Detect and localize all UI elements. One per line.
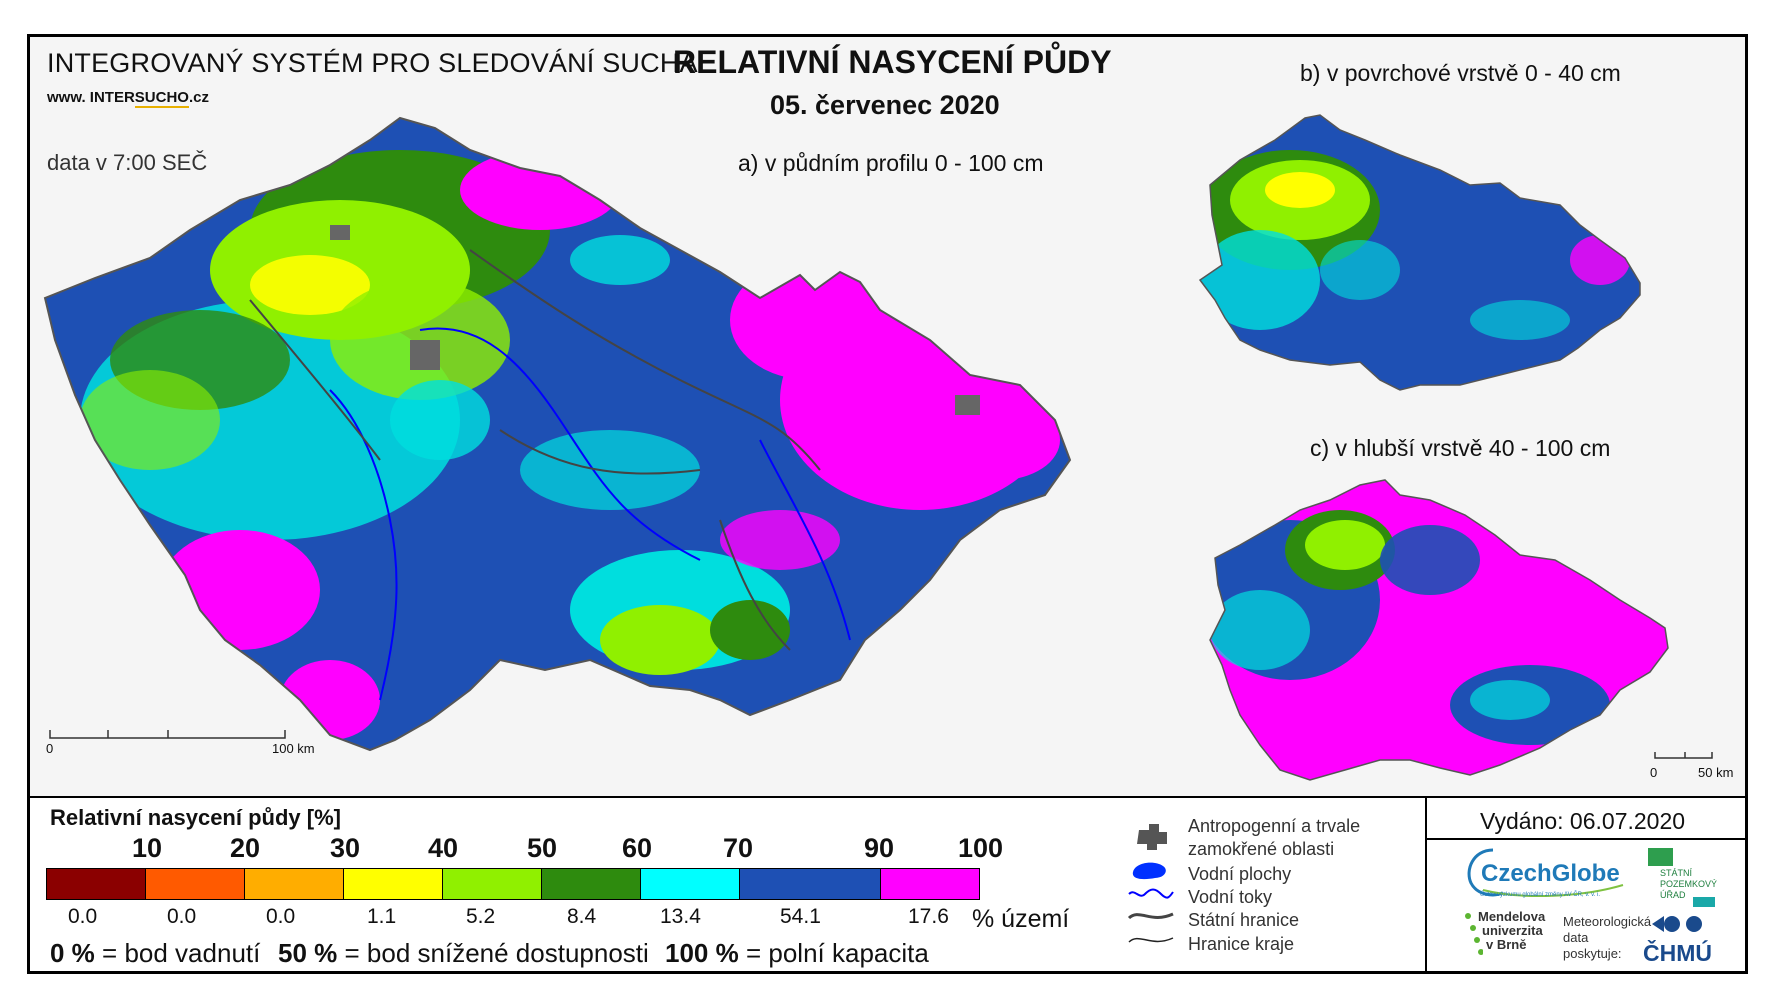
water-body-icon [1132, 862, 1166, 880]
czechglobe-text: CzechGlobe [1481, 860, 1620, 887]
legend-percent: 1.1 [367, 905, 397, 928]
legend-threshold: 30 [330, 833, 361, 863]
note-text: = polní kapacita [745, 938, 929, 968]
url-prefix: www. INTER [47, 89, 135, 106]
met-line: Meteorologická [1563, 914, 1652, 929]
met-line: data [1563, 930, 1589, 945]
legend-percent: 17.6 [908, 905, 949, 928]
system-title: INTEGROVANÝ SYSTÉM PRO SLEDOVÁNÍ SUCHA [47, 48, 698, 78]
legend-percent: 8.4 [567, 905, 597, 928]
panel-c-label: c) v hlubší vrstvě 40 - 100 cm [1310, 435, 1611, 461]
legend-percent: 5.2 [466, 905, 496, 928]
czechglobe-logo [1467, 848, 1624, 898]
chmu-logo-text: ČHMÚ [1643, 940, 1712, 966]
region-border-icon [1128, 937, 1174, 943]
state-border-label: Státní hranice [1188, 910, 1300, 930]
legend-divider-vertical [1425, 796, 1427, 974]
mendel-line: univerzita [1482, 923, 1543, 938]
legend-color-box [46, 868, 146, 900]
spu-logo-mark [1648, 848, 1673, 866]
legend-color-box [442, 868, 542, 900]
scalebar-main-start: 0 [46, 741, 54, 756]
spu-line: STÁTNÍ [1660, 868, 1693, 878]
legend-threshold: 10 [132, 833, 163, 863]
mendel-line: Mendelova [1478, 909, 1546, 924]
note-value: 100 % [665, 938, 739, 968]
met-data-text: Meteorologická data poskytuje: [1563, 914, 1651, 962]
legend-threshold: 90 [864, 833, 895, 863]
mendel-logo-text: Mendelova univerzita v Brně [1478, 910, 1545, 952]
scalebar-small [1654, 752, 1713, 759]
legend-note-wilting: 0 % = bod vadnutí [50, 938, 260, 969]
legend-color-box [880, 868, 980, 900]
spu-line: POZEMKOVÝ [1660, 879, 1718, 889]
spu-line: ÚŘAD [1660, 890, 1686, 900]
water-body-label: Vodní plochy [1188, 864, 1292, 884]
legend-unit: % území [972, 905, 1070, 933]
mendel-dots-icon [1465, 913, 1483, 955]
legend-threshold: 100 [958, 833, 1004, 863]
chmu-accent-mark [1693, 897, 1715, 907]
legend-threshold: 40 [428, 833, 459, 863]
map-panel-a [45, 118, 1070, 750]
legend-note-capacity: 100 % = polní kapacita [665, 938, 929, 969]
scalebar-small-end: 50 km [1698, 765, 1734, 780]
legend-threshold: 20 [230, 833, 261, 863]
panel-a-label: a) v půdním profilu 0 - 100 cm [738, 150, 1044, 176]
scalebar-main-end: 100 km [272, 741, 315, 756]
legend-color-box [739, 868, 881, 900]
chmu-logo-icon [1652, 916, 1702, 932]
state-border-icon [1127, 912, 1174, 920]
mendel-line: v Brně [1486, 937, 1527, 952]
scalebar-main [49, 730, 286, 739]
legend-percent: 13.4 [660, 905, 701, 928]
scalebar-small-start: 0 [1650, 765, 1658, 780]
state-border-a [43, 116, 1072, 752]
note-text: = bod vadnutí [102, 938, 261, 968]
legend-percent: 0.0 [266, 905, 296, 928]
legend-threshold: 50 [527, 833, 558, 863]
map-title: RELATIVNÍ NASYCENÍ PŮDY [673, 44, 1112, 80]
spu-logo-text: STÁTNÍ POZEMKOVÝ ÚŘAD [1660, 868, 1717, 901]
met-line: poskytuje: [1563, 946, 1622, 961]
url-suffix: .cz [188, 89, 209, 106]
legend-color-box [541, 868, 641, 900]
note-text: = bod snížené dostupnosti [344, 938, 649, 968]
legend-percent: 0.0 [68, 905, 98, 928]
legend-color-box [640, 868, 740, 900]
map-panel-c [1210, 480, 1668, 780]
legend-threshold: 70 [723, 833, 754, 863]
river-label: Vodní toky [1188, 887, 1273, 907]
legend-color-box [244, 868, 344, 900]
legend-note-reduced: 50 % = bod snížené dostupnosti [278, 938, 649, 969]
legend-percent: 0.0 [167, 905, 197, 928]
anthropogenic-label-1: Antropogenní a trvale [1188, 816, 1361, 836]
legend-percent: 54.1 [780, 905, 821, 928]
panel-b-label: b) v povrchové vrstvě 0 - 40 cm [1300, 60, 1621, 86]
state-border-b [1198, 114, 1641, 391]
symbol-legend-icons [1127, 824, 1174, 943]
legend-color-box [343, 868, 443, 900]
map-panel-b [1200, 115, 1640, 390]
region-border-label: Hranice kraje [1188, 934, 1295, 954]
legend-divider-horizontal [1425, 838, 1748, 840]
map-date: 05. červenec 2020 [770, 90, 1000, 120]
legend-threshold: 60 [622, 833, 653, 863]
river-icon [1128, 888, 1174, 899]
maps-svg [43, 114, 1713, 781]
anthropogenic-label-2: zamokřené oblasti [1188, 839, 1335, 859]
legend-title: Relativní nasycení půdy [%] [50, 805, 341, 830]
data-time: data v 7:00 SEČ [47, 150, 208, 175]
note-value: 50 % [278, 938, 338, 968]
issued-date: Vydáno: 06.07.2020 [1480, 808, 1686, 834]
note-value: 0 % [50, 938, 95, 968]
legend-color-box [145, 868, 245, 900]
website-url[interactable]: www. INTERSUCHO.cz [47, 89, 209, 108]
anthropogenic-icon [1137, 824, 1167, 850]
url-highlight: SUCHO [134, 89, 189, 108]
state-border-c [1209, 479, 1669, 781]
czechglobe-subtitle: Ústav výzkumu globální změny AV ČR, v. v… [1480, 892, 1601, 898]
